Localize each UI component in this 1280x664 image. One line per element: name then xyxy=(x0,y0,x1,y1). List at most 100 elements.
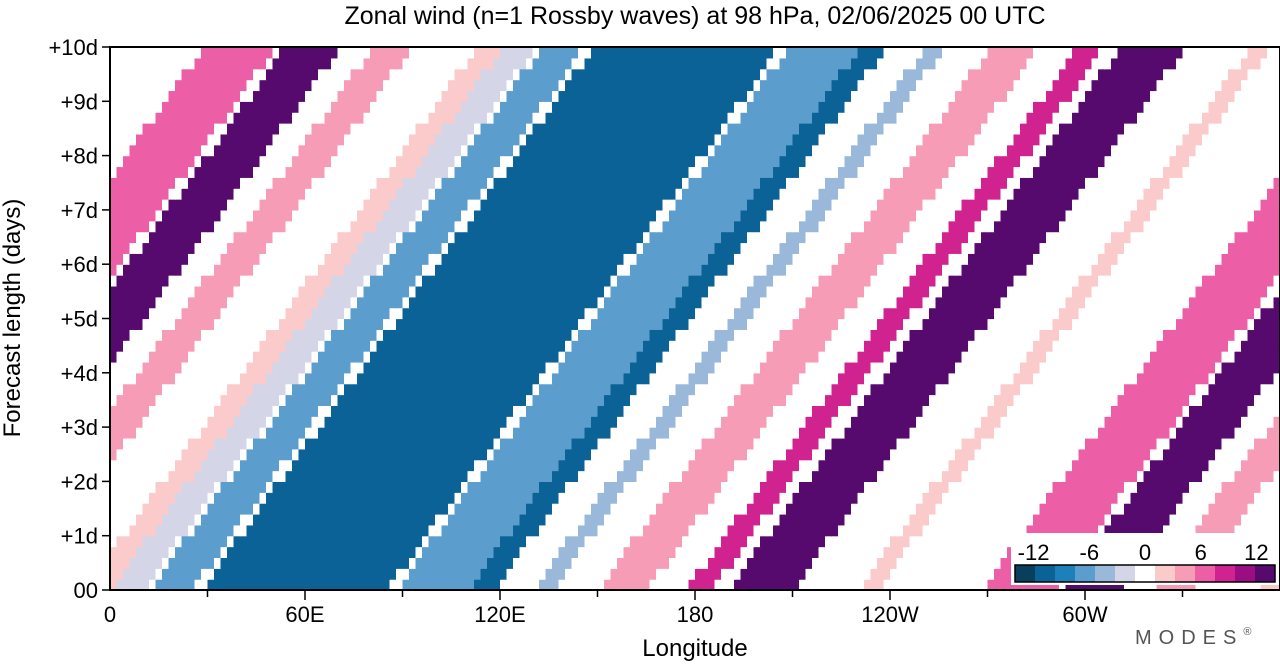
wind-cell xyxy=(870,361,878,374)
wind-cell xyxy=(272,329,280,341)
wind-cell xyxy=(558,307,566,320)
wind-cell xyxy=(331,383,339,396)
wind-cell xyxy=(324,524,332,537)
wind-cell xyxy=(1234,329,1242,341)
wind-cell xyxy=(578,535,586,548)
wind-cell xyxy=(279,546,287,559)
wind-cell xyxy=(1020,416,1028,428)
wind-cell xyxy=(1065,383,1073,396)
wind-cell xyxy=(708,492,716,504)
wind-cell xyxy=(214,351,222,363)
wind-cell xyxy=(461,481,469,493)
wind-cell xyxy=(233,513,241,526)
wind-cell xyxy=(1221,492,1229,504)
wind-cell xyxy=(279,329,287,341)
wind-cell xyxy=(890,351,898,363)
wind-cell xyxy=(467,579,475,590)
wind-cell xyxy=(233,546,241,559)
wind-cell xyxy=(578,329,586,341)
wind-cell xyxy=(513,351,521,363)
wind-cell xyxy=(1150,481,1158,493)
wind-cell xyxy=(818,535,826,548)
wind-cell xyxy=(337,568,345,580)
wind-cell xyxy=(207,427,215,439)
wind-cell xyxy=(344,492,352,504)
wind-cell xyxy=(942,568,950,580)
wind-cell xyxy=(1234,296,1242,309)
wind-cell xyxy=(1026,329,1034,341)
wind-cell xyxy=(812,383,820,396)
wind-cell xyxy=(474,318,482,330)
wind-cell xyxy=(298,448,306,461)
wind-cell xyxy=(753,448,761,461)
wind-cell xyxy=(370,492,378,504)
wind-cell xyxy=(201,361,209,374)
wind-cell xyxy=(877,427,885,439)
wind-cell xyxy=(688,557,696,569)
wind-cell xyxy=(363,524,371,537)
wind-cell xyxy=(318,535,326,548)
wind-cell xyxy=(207,296,215,309)
wind-cell xyxy=(1221,340,1229,352)
wind-cell xyxy=(753,372,761,385)
wind-cell xyxy=(298,361,306,374)
wind-cell xyxy=(116,361,124,374)
wind-cell xyxy=(773,535,781,548)
wind-cell xyxy=(656,470,664,482)
wind-cell xyxy=(149,383,157,396)
wind-cell xyxy=(552,285,560,298)
wind-cell xyxy=(181,492,189,504)
wind-cell xyxy=(1111,459,1119,472)
wind-cell xyxy=(981,481,989,493)
wind-cell xyxy=(883,459,891,472)
wind-cell xyxy=(279,416,287,428)
wind-cell xyxy=(890,296,898,309)
wind-cell xyxy=(643,285,651,298)
wind-cell xyxy=(649,394,657,406)
wind-cell xyxy=(636,427,644,439)
wind-cell xyxy=(909,427,917,439)
wind-cell xyxy=(422,448,430,461)
wind-cell xyxy=(519,557,527,569)
wind-cell xyxy=(760,427,768,439)
wind-cell xyxy=(474,285,482,298)
wind-cell xyxy=(760,307,768,320)
wind-cell xyxy=(825,372,833,385)
wind-cell xyxy=(129,361,137,374)
wind-cell xyxy=(500,448,508,461)
wind-cell xyxy=(695,524,703,537)
wind-cell xyxy=(1247,503,1255,515)
wind-cell xyxy=(487,361,495,374)
wind-cell xyxy=(721,557,729,569)
wind-cell xyxy=(227,535,235,548)
wind-cell xyxy=(890,329,898,341)
wind-cell xyxy=(175,459,183,472)
wind-cell xyxy=(1143,492,1151,504)
wind-cell xyxy=(649,416,657,428)
wind-cell xyxy=(1241,459,1249,472)
wind-cell xyxy=(591,405,599,417)
wind-cell xyxy=(214,524,222,537)
wind-cell xyxy=(890,394,898,406)
wind-cell xyxy=(649,470,657,482)
wind-cell xyxy=(1202,524,1210,537)
wind-cell xyxy=(1273,340,1280,352)
wind-cell xyxy=(857,296,865,309)
wind-cell xyxy=(617,579,625,590)
wind-cell xyxy=(591,285,599,298)
wind-cell xyxy=(669,470,677,482)
wind-cell xyxy=(695,307,703,320)
wind-cell xyxy=(545,340,553,352)
wind-cell xyxy=(188,437,196,450)
wind-cell xyxy=(1254,361,1262,374)
wind-cell xyxy=(454,459,462,472)
wind-cell xyxy=(194,416,202,428)
wind-cell xyxy=(487,513,495,526)
wind-cell xyxy=(324,307,332,320)
wind-cell xyxy=(233,372,241,385)
wind-cell xyxy=(760,351,768,363)
wind-cell xyxy=(1202,503,1210,515)
wind-cell xyxy=(116,557,124,569)
wind-cell xyxy=(961,296,969,309)
wind-cell xyxy=(285,318,293,330)
